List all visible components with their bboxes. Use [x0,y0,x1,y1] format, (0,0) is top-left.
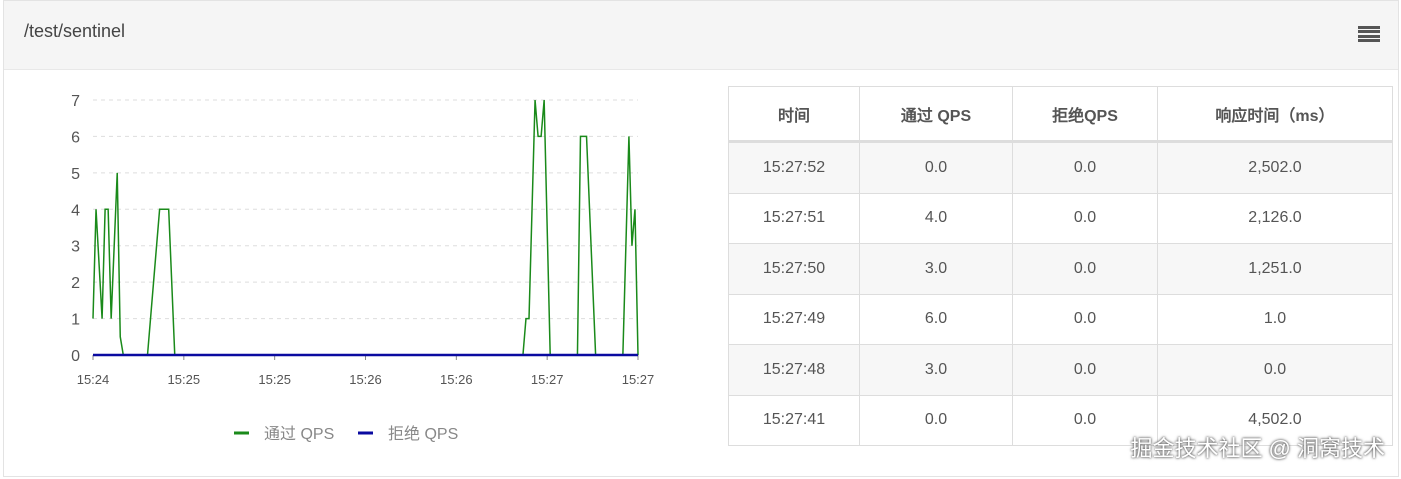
table-row: 15:27:51 4.0 0.0 2,126.0 [728,192,1393,244]
table-cell: 1.0 [1157,293,1393,345]
table-row: 15:27:50 3.0 0.0 1,251.0 [728,243,1393,295]
table-cell: 15:27:41 [728,394,860,446]
table-cell: 3.0 [859,344,1013,396]
hamburger-menu-icon[interactable] [1358,26,1380,42]
panel-title: /test/sentinel [24,21,126,41]
table-cell: 3.0 [859,243,1013,295]
x-tick-label: 15:27 [531,372,564,387]
col-block-qps[interactable]: 拒绝QPS [1012,86,1158,143]
table-cell: 0.0 [859,141,1013,194]
table-cell: 1,251.0 [1157,243,1393,295]
legend-label[interactable]: 通过 QPS [264,425,334,443]
table-header-row: 时间 通过 QPS 拒绝QPS 响应时间（ms） [728,86,1393,143]
y-tick-label: 0 [71,348,80,365]
y-tick-label: 7 [71,93,80,110]
y-tick-label: 5 [71,166,80,183]
table-row: 15:27:52 0.0 0.0 2,502.0 [728,141,1393,194]
col-rt[interactable]: 响应时间（ms） [1157,86,1393,143]
x-tick-label: 15:26 [349,372,382,387]
x-tick-label: 15:27 [622,372,655,387]
table-cell: 0.0 [1157,344,1393,396]
legend-label[interactable]: 拒绝 QPS [388,425,458,443]
table-row: 15:27:41 0.0 0.0 4,502.0 [728,394,1393,446]
table-row: 15:27:49 6.0 0.0 1.0 [728,293,1393,345]
table-cell: 4,502.0 [1157,394,1393,446]
table-cell: 0.0 [1012,344,1158,396]
panel-header: /test/sentinel [4,1,1398,70]
table-cell: 0.0 [1012,293,1158,345]
table-cell: 0.0 [859,394,1013,446]
x-tick-label: 15:25 [168,372,201,387]
col-pass-qps[interactable]: 通过 QPS [859,86,1013,143]
y-tick-label: 2 [71,275,80,292]
y-tick-label: 4 [71,202,80,219]
table-cell: 15:27:50 [728,243,860,295]
x-tick-label: 15:24 [77,372,110,387]
series-line-0 [92,99,639,356]
col-time[interactable]: 时间 [728,86,860,143]
resource-panel: /test/sentinel [3,0,1399,477]
table-row: 15:27:48 3.0 0.0 0.0 [728,344,1393,396]
table-cell: 0.0 [1012,394,1158,446]
qps-line-chart: 0 1 2 3 4 5 6 7 15:24 15:25 15:25 15:26 15:26 15:27 15… [71,93,655,443]
x-tick-label: 15:26 [440,372,473,387]
table-cell: 15:27:52 [728,141,860,194]
table-cell: 2,126.0 [1157,192,1393,244]
table-cell: 2,502.0 [1157,141,1393,194]
y-tick-label: 6 [71,129,80,146]
metrics-table: 时间 通过 QPS 拒绝QPS 响应时间（ms） 15:27:52 0.0 0.0 2… [728,86,1393,446]
table-cell: 6.0 [859,293,1013,345]
table-cell: 15:27:49 [728,293,860,345]
table-cell: 0.0 [1012,141,1158,194]
table-cell: 15:27:51 [728,192,860,244]
y-tick-label: 1 [71,312,80,329]
watermark: 掘金技术社区 @ 洞窝技术 [1130,436,1385,461]
y-tick-label: 3 [71,239,80,256]
table-cell: 0.0 [1012,192,1158,244]
table-cell: 0.0 [1012,243,1158,295]
x-tick-label: 15:25 [258,372,291,387]
table-cell: 4.0 [859,192,1013,244]
table-cell: 15:27:48 [728,344,860,396]
